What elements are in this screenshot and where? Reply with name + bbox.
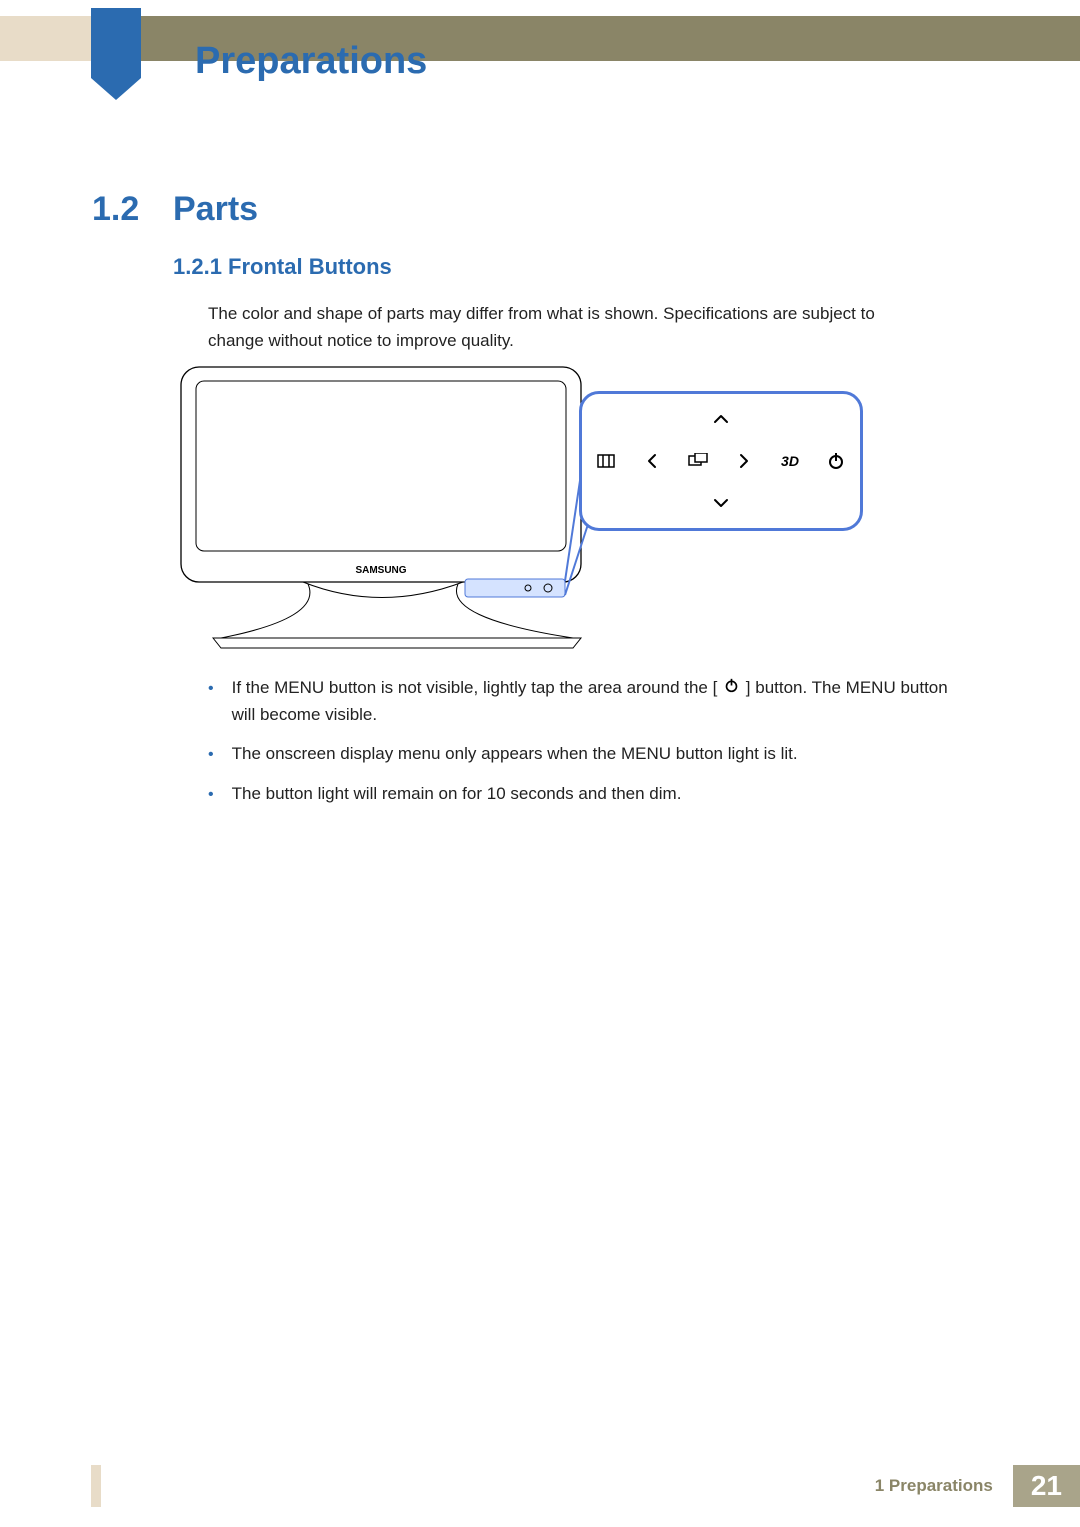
- chevron-right-icon: [728, 445, 760, 477]
- power-icon: [820, 445, 852, 477]
- footer-left-block: [91, 1465, 101, 1507]
- header-bar: [0, 16, 1080, 61]
- frontal-buttons-diagram: SAMSUNG: [173, 363, 843, 663]
- page-footer: 1 Preparations 21: [875, 1465, 1080, 1507]
- list-item: • The button light will remain on for 10…: [208, 781, 963, 808]
- menu-icon: [590, 445, 622, 477]
- bullet-list: • If the MENU button is not visible, lig…: [208, 675, 963, 821]
- bullet-text: If the MENU button is not visible, light…: [232, 678, 718, 697]
- bullet-dot-icon: •: [208, 783, 214, 808]
- button-panel-callout: 3D: [579, 391, 863, 531]
- source-icon: [682, 445, 714, 477]
- bullet-dot-icon: •: [208, 743, 214, 768]
- chapter-tab: [91, 8, 141, 78]
- bullet-dot-icon: •: [208, 677, 214, 702]
- chevron-up-icon: [705, 403, 737, 435]
- header-left-block: [0, 16, 91, 61]
- chevron-down-icon: [705, 487, 737, 519]
- chevron-left-icon: [636, 445, 668, 477]
- section-number: 1.2: [92, 190, 139, 229]
- power-inline-icon: [724, 675, 739, 701]
- section-title: Parts: [173, 190, 258, 229]
- brand-label: SAMSUNG: [355, 565, 406, 576]
- footer-chapter-ref: 1 Preparations: [875, 1476, 993, 1496]
- subsection-title: 1.2.1 Frontal Buttons: [173, 254, 392, 280]
- page-number: 21: [1013, 1465, 1080, 1507]
- list-item: • If the MENU button is not visible, lig…: [208, 675, 963, 728]
- three-d-icon: 3D: [774, 445, 806, 477]
- chapter-title: Preparations: [195, 40, 427, 83]
- bullet-text: The onscreen display menu only appears w…: [232, 741, 963, 767]
- bullet-text: The button light will remain on for 10 s…: [232, 781, 963, 807]
- intro-paragraph: The color and shape of parts may differ …: [208, 300, 928, 354]
- list-item: • The onscreen display menu only appears…: [208, 741, 963, 768]
